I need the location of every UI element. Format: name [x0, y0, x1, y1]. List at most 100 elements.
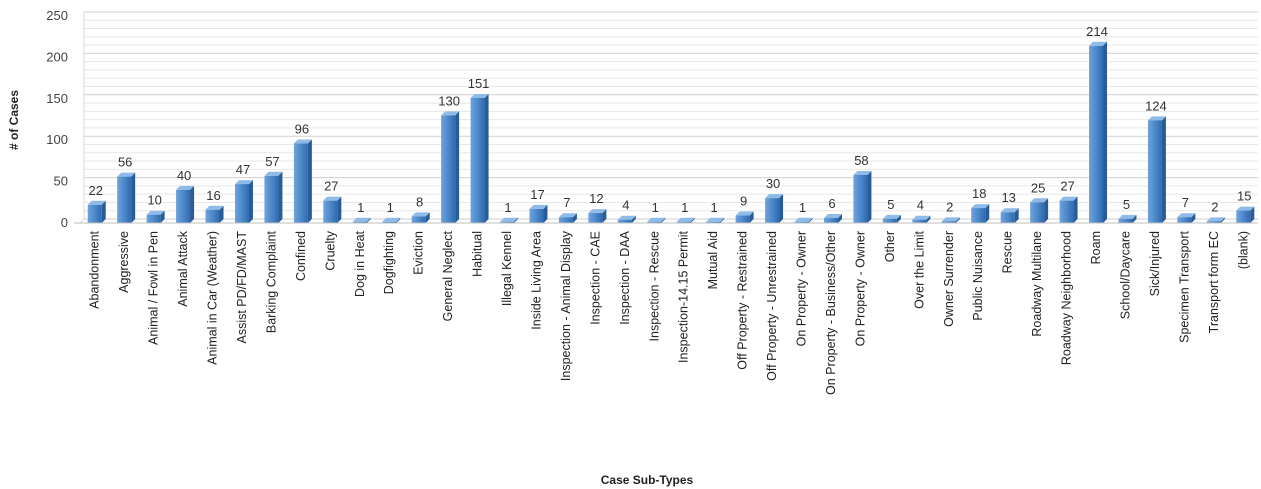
bar	[765, 198, 780, 223]
bar-top	[706, 217, 725, 222]
bar	[1177, 217, 1192, 223]
bar	[823, 218, 838, 223]
y-tick-label: 200	[46, 49, 68, 64]
bar-side	[1073, 196, 1078, 223]
bar-side	[896, 214, 901, 223]
category-label: Abandonment	[88, 230, 102, 308]
data-label: 214	[1086, 24, 1108, 39]
bar-side	[248, 180, 253, 223]
bar-side	[602, 209, 607, 223]
bar	[470, 97, 485, 223]
category-label: Mutual Aid	[706, 231, 720, 289]
bar-side	[1044, 198, 1049, 223]
bar-side	[926, 215, 931, 223]
bar	[205, 209, 220, 223]
data-label: 2	[1211, 199, 1218, 214]
bar-top	[1059, 196, 1078, 201]
data-label: 4	[622, 198, 629, 213]
bar-side	[808, 217, 813, 223]
bar-top	[647, 217, 666, 222]
data-label: 5	[887, 197, 894, 212]
bar-top	[765, 194, 784, 199]
bar-top	[117, 172, 136, 177]
y-axis-title: # of Cases	[7, 90, 21, 150]
y-tick-label: 50	[54, 174, 68, 189]
data-label: 1	[799, 200, 806, 215]
bar-top	[234, 180, 253, 185]
bar-side	[690, 217, 695, 223]
bar	[676, 221, 691, 223]
bar	[1000, 212, 1015, 223]
bar-top	[176, 185, 195, 190]
gridlines	[79, 11, 1258, 224]
y-axis: 0 50 100 150 200 250	[46, 8, 68, 230]
bar-top	[441, 111, 460, 116]
bar-top	[1206, 217, 1225, 222]
bar-side	[1014, 208, 1019, 223]
data-label: 5	[1123, 197, 1130, 212]
category-label: Public Nuisance	[971, 231, 985, 321]
bar-top	[912, 215, 931, 220]
bar	[558, 217, 573, 223]
category-label: Inspection - Animal Display	[559, 230, 573, 381]
category-label: Barking Complaint	[264, 230, 278, 333]
bar	[1147, 120, 1162, 223]
bar-top	[1177, 213, 1196, 218]
bar	[323, 200, 338, 223]
bar-side	[1161, 116, 1166, 223]
category-label: Animal / Fowl in Pen	[147, 231, 161, 345]
data-label: 16	[206, 188, 220, 203]
category-label: Aggressive	[117, 231, 131, 293]
bar-top	[146, 210, 165, 215]
bar	[794, 221, 809, 223]
y-tick-label: 150	[46, 91, 68, 106]
data-label: 47	[236, 162, 250, 177]
data-label: 130	[438, 93, 460, 108]
bar	[1118, 218, 1133, 223]
bar	[912, 219, 927, 223]
bar	[352, 221, 367, 223]
bar-top	[1236, 206, 1255, 211]
category-label: Animal Attack	[176, 230, 190, 306]
data-label: 2	[946, 199, 953, 214]
bar-top	[382, 217, 401, 222]
category-label: Dog in Heat	[353, 230, 367, 297]
data-label: 1	[504, 200, 511, 215]
bar-side	[278, 171, 283, 223]
bar	[411, 216, 426, 223]
y-tick-label: 0	[61, 215, 68, 230]
bar-side	[543, 204, 548, 223]
bar-side	[219, 205, 224, 223]
bar-top	[1147, 116, 1166, 121]
data-label: 13	[1001, 190, 1015, 205]
category-label: Over the Limit	[912, 230, 926, 308]
bar-side	[572, 213, 577, 223]
data-label: 27	[1060, 179, 1074, 194]
bar-side	[661, 217, 666, 223]
category-label: Habitual	[471, 231, 485, 277]
bar-side	[1191, 213, 1196, 223]
bar	[529, 208, 544, 223]
bar-top	[529, 204, 548, 209]
bar	[234, 184, 249, 223]
data-label: 25	[1031, 180, 1045, 195]
bar-side	[425, 212, 430, 223]
category-label: Inspection-14.15 Permit	[677, 230, 691, 363]
bar-side	[1220, 217, 1225, 223]
bar	[293, 143, 308, 223]
x-axis-title: Case Sub-Types	[601, 473, 694, 487]
bar-side	[484, 93, 489, 223]
category-label: Illegal Kennel	[500, 231, 514, 306]
bar-top	[264, 171, 283, 176]
data-label: 1	[652, 200, 659, 215]
bar-side	[455, 111, 460, 223]
data-label: 10	[147, 193, 161, 208]
category-label: Animal in Car (Weather)	[206, 231, 220, 365]
bar-side	[1103, 41, 1108, 223]
bar	[382, 221, 397, 223]
bar-top	[794, 217, 813, 222]
bar-side	[160, 210, 165, 223]
bar-side	[749, 211, 754, 223]
category-label: Sick/Injured	[1148, 231, 1162, 296]
bar-top	[823, 214, 842, 219]
